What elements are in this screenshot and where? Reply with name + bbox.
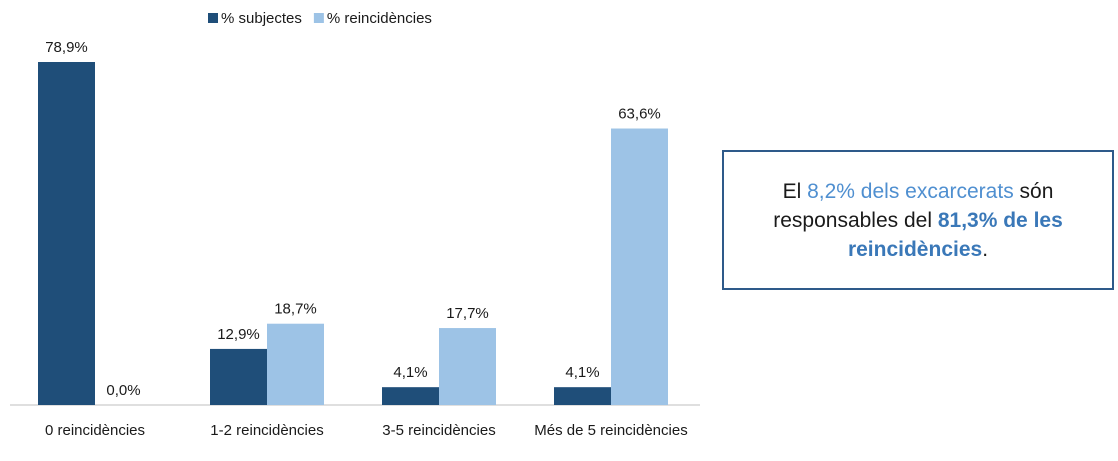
x-tick-label: 1-2 reincidències	[210, 422, 323, 439]
value-label: 0,0%	[106, 382, 140, 399]
annotation-segment: .	[982, 237, 989, 261]
value-label: 17,7%	[446, 305, 489, 322]
chart: % subjectes % reincidències 78,9% 0,0% 0 rei…	[10, 10, 700, 439]
legend-swatch	[208, 13, 218, 23]
legend-label: % reincidències	[327, 10, 432, 27]
bar	[611, 128, 668, 405]
annotation-segment: són responsables del	[773, 179, 1054, 232]
value-label: 12,9%	[217, 326, 260, 343]
value-label: 63,6%	[618, 105, 661, 122]
bar	[38, 62, 95, 405]
bar	[210, 348, 267, 405]
value-label: 18,7%	[274, 301, 317, 318]
value-label: 78,9%	[45, 39, 88, 56]
annotation-segment: 8,2% dels excarcerats	[807, 179, 1014, 203]
x-tick-label: 0 reincidències	[45, 422, 145, 439]
x-tick-label: Més de 5 reincidències	[534, 422, 687, 439]
bar	[267, 323, 324, 405]
bar	[439, 328, 496, 405]
annotation-box: El 8,2% dels excarcerats són responsable…	[722, 150, 1114, 290]
x-tick-label: 3-5 reincidències	[382, 422, 495, 439]
annotation-segment: 81,3% de les reincidències	[847, 208, 1063, 261]
bar	[554, 387, 611, 405]
legend-label: % subjectes	[221, 10, 302, 27]
bar	[382, 387, 439, 405]
value-label: 4,1%	[565, 364, 599, 381]
annotation-segment: El	[782, 179, 808, 203]
legend-swatch	[313, 13, 324, 23]
value-label: 4,1%	[393, 364, 427, 381]
annotation: El 8,2% dels excarcerats són responsable…	[744, 177, 1092, 264]
